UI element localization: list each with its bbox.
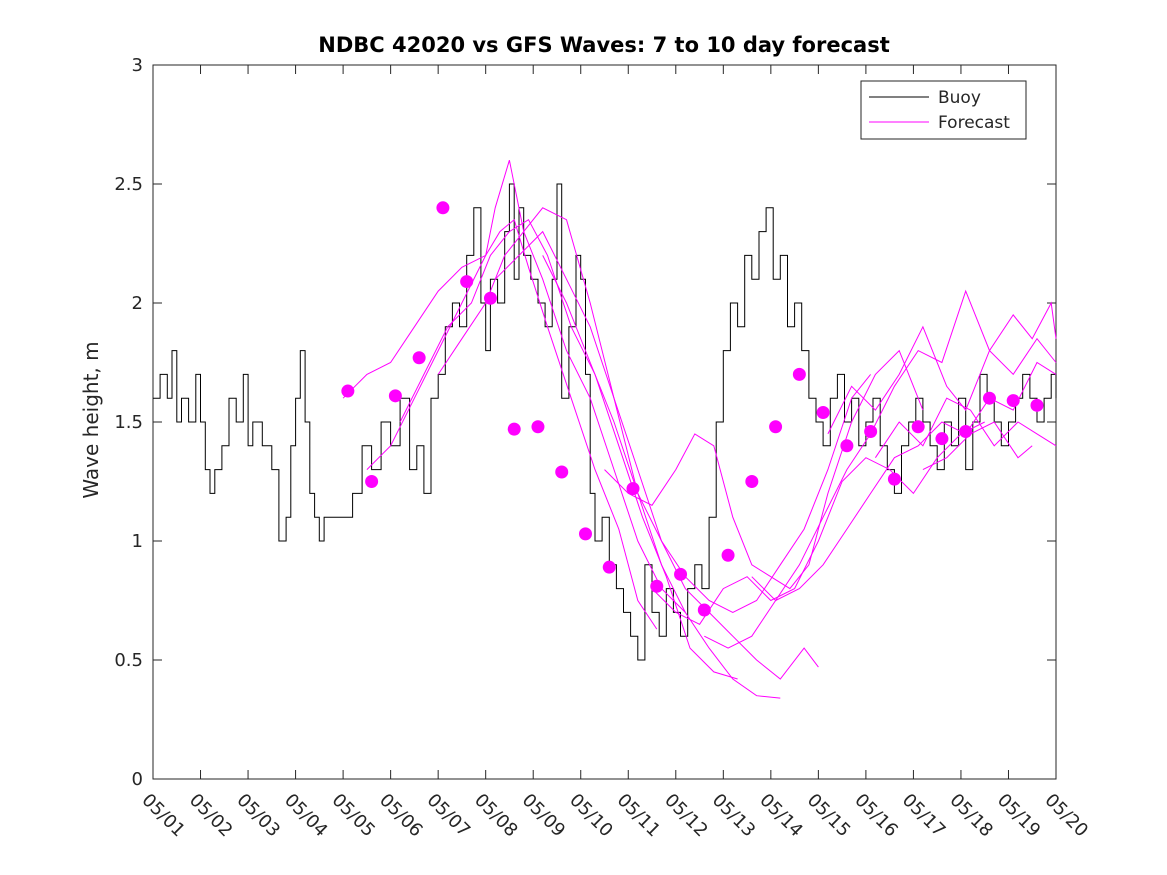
- plot-area: 00.511.522.5305/0105/0205/0305/0405/0505…: [114, 55, 1092, 841]
- forecast-analysis-point: [816, 405, 830, 419]
- forecast-analysis-point: [864, 425, 878, 439]
- forecast-analysis-point: [721, 548, 735, 562]
- buoy-series-line: [153, 183, 1057, 661]
- forecast-analysis-point: [555, 465, 569, 479]
- forecast-analysis-point: [1030, 398, 1044, 412]
- forecast-analysis-point: [483, 291, 497, 305]
- y-tick-label: 1: [132, 531, 143, 552]
- legend: Buoy Forecast: [860, 80, 1027, 140]
- forecast-analysis-point: [745, 475, 759, 488]
- forecast-analysis-point: [412, 351, 426, 365]
- chart-title: NDBC 42020 vs GFS Waves: 7 to 10 day for…: [318, 33, 889, 57]
- legend-buoy-label: Buoy: [938, 88, 981, 108]
- forecast-analysis-point: [840, 439, 854, 453]
- forecast-series-line: [366, 160, 686, 613]
- forecast-series-line: [874, 397, 1057, 458]
- forecast-analysis-point: [982, 391, 996, 405]
- forecast-analysis-point: [626, 482, 640, 496]
- forecast-analysis-point: [578, 527, 592, 541]
- forecast-analysis-point: [341, 384, 355, 398]
- forecast-analysis-point: [674, 567, 688, 581]
- forecast-analysis-point: [507, 422, 521, 436]
- forecast-analysis-point: [388, 389, 402, 403]
- y-tick-label: 3: [132, 55, 143, 76]
- forecast-analysis-point: [769, 420, 783, 434]
- y-tick-label: 1.5: [114, 412, 143, 433]
- legend-forecast-label: Forecast: [938, 113, 1010, 133]
- forecast-analysis-point: [959, 425, 973, 439]
- forecast-analysis-point: [792, 367, 806, 381]
- y-tick-label: 0.5: [114, 650, 143, 671]
- forecast-analysis-point: [436, 201, 450, 215]
- forecast-analysis-point: [697, 603, 711, 617]
- plot-frame: [152, 64, 1057, 780]
- y-tick-label: 2.5: [114, 174, 143, 195]
- forecast-analysis-point: [935, 432, 949, 446]
- forecast-analysis-point: [887, 472, 901, 486]
- forecast-analysis-point: [911, 420, 925, 434]
- forecast-analysis-point: [365, 475, 379, 488]
- forecast-analysis-point: [460, 275, 474, 289]
- forecast-series-line: [751, 289, 1057, 602]
- legend-box: [860, 80, 1027, 140]
- forecast-analysis-point: [602, 560, 616, 574]
- forecast-series-line: [399, 218, 738, 680]
- y-tick-label: 0: [132, 769, 143, 790]
- forecast-analysis-point: [1006, 394, 1020, 408]
- forecast-analysis-point: [650, 579, 664, 593]
- forecast-series-line: [922, 421, 1033, 471]
- y-axis-label: Wave height, m: [79, 341, 103, 498]
- y-tick-label: 2: [132, 293, 143, 314]
- forecast-series-line: [704, 361, 1057, 649]
- forecast-analysis-point: [531, 420, 545, 434]
- forecast-series-line: [342, 218, 658, 630]
- forecast-series-line: [542, 255, 871, 613]
- forecast-series-line: [827, 301, 1057, 435]
